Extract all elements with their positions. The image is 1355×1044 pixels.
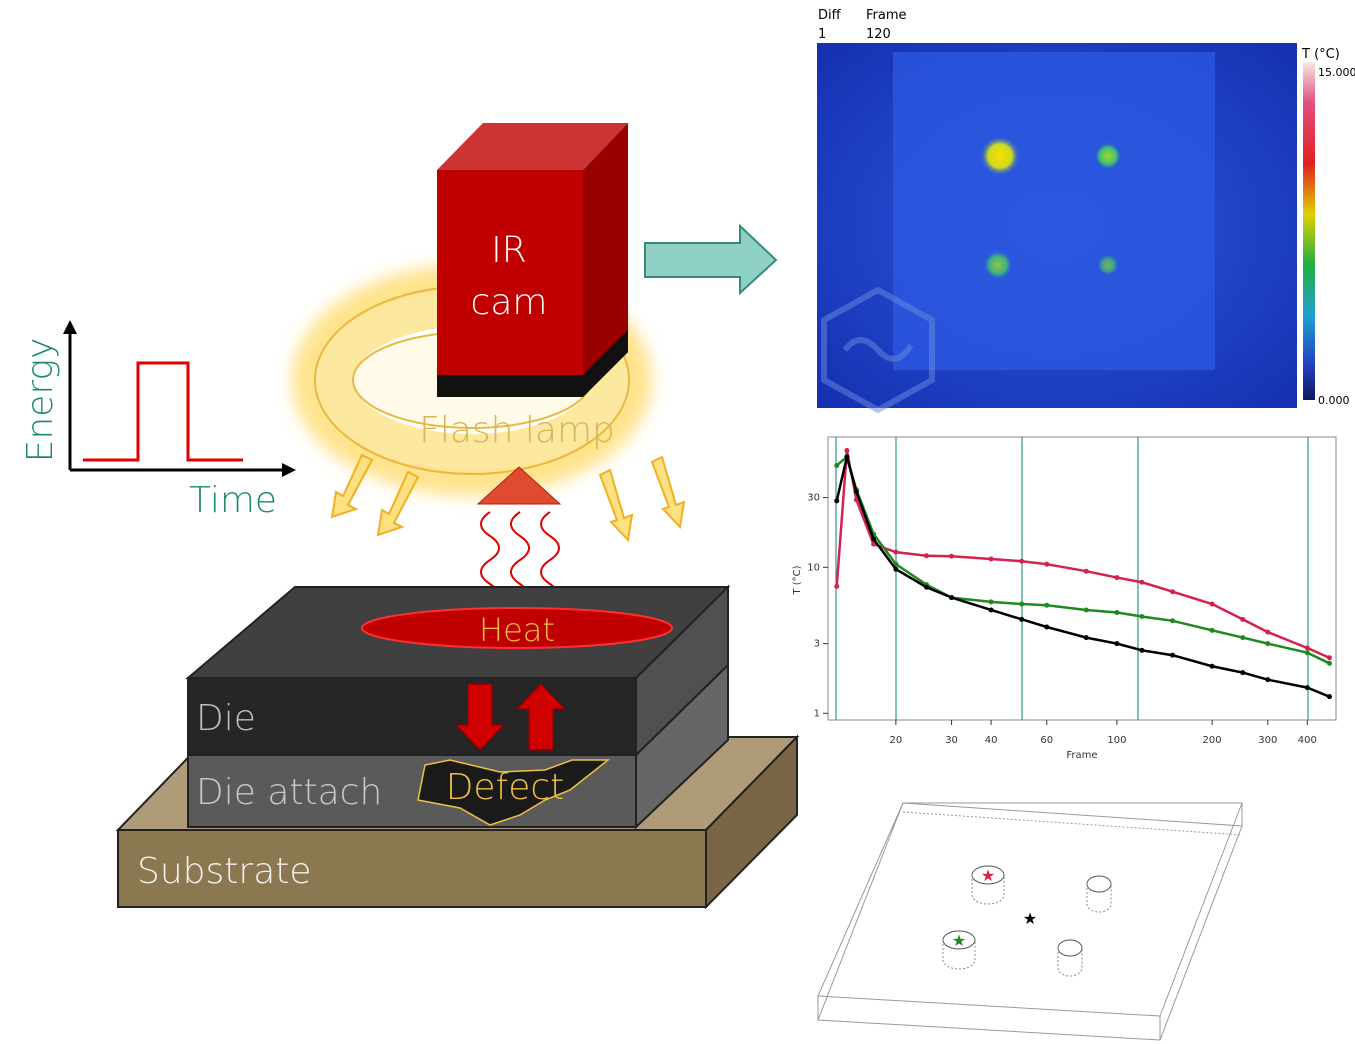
data-point bbox=[1114, 641, 1120, 647]
die-label: Die bbox=[196, 698, 256, 739]
camera-label: cam bbox=[471, 282, 548, 323]
data-point bbox=[1019, 616, 1025, 622]
defect-label: Defect bbox=[446, 767, 565, 808]
heat-spot bbox=[361, 607, 673, 649]
light-arrows bbox=[330, 453, 686, 543]
data-point bbox=[1114, 610, 1120, 616]
data-point bbox=[1326, 655, 1332, 661]
x-tick-label: 200 bbox=[1203, 735, 1222, 746]
frame-label: Frame bbox=[866, 8, 907, 23]
camera-label: IR bbox=[491, 230, 527, 271]
data-point bbox=[1265, 677, 1271, 683]
data-point bbox=[1326, 694, 1332, 700]
data-point bbox=[1240, 670, 1246, 676]
data-point bbox=[1304, 650, 1310, 656]
scale-min: 0.000 bbox=[1318, 394, 1350, 407]
y-axis-label: T (°C) bbox=[792, 565, 803, 595]
x-tick-label: 100 bbox=[1107, 735, 1126, 746]
frame-markers bbox=[835, 437, 1309, 720]
y-tick-label: 30 bbox=[807, 493, 820, 504]
data-point bbox=[1044, 561, 1050, 567]
defect bbox=[417, 759, 611, 826]
ir-camera bbox=[437, 123, 628, 397]
mode-value: 1 bbox=[818, 27, 826, 42]
data-point bbox=[924, 584, 930, 590]
data-point bbox=[924, 553, 930, 559]
x-tick-label: 30 bbox=[945, 735, 958, 746]
data-point bbox=[1304, 685, 1310, 691]
data-point bbox=[1240, 616, 1246, 622]
data-point bbox=[1265, 629, 1271, 635]
data-point bbox=[1139, 614, 1145, 620]
data-point bbox=[1083, 635, 1089, 641]
thermogram bbox=[817, 43, 1315, 414]
data-point bbox=[871, 536, 877, 542]
data-point bbox=[1326, 660, 1332, 666]
y-tick-label: 1 bbox=[814, 708, 820, 719]
data-point bbox=[1019, 558, 1025, 564]
down-arrow bbox=[454, 683, 506, 751]
output-arrow bbox=[644, 223, 778, 296]
scale-max: 15.000 bbox=[1318, 66, 1355, 79]
heat-label: Heat bbox=[479, 611, 555, 649]
data-point bbox=[1304, 645, 1310, 651]
data-point bbox=[834, 498, 840, 504]
data-point bbox=[1044, 602, 1050, 608]
die-attach-label: Die attach bbox=[196, 772, 382, 813]
data-point bbox=[893, 549, 899, 555]
data-point bbox=[1209, 601, 1215, 607]
data-point bbox=[988, 607, 994, 613]
data-point bbox=[844, 448, 850, 454]
y-tick-label: 3 bbox=[814, 639, 820, 650]
star: ★ bbox=[981, 866, 995, 885]
substrate-label: Substrate bbox=[137, 851, 312, 892]
data-point bbox=[1209, 663, 1215, 669]
data-point bbox=[871, 541, 877, 547]
pulse-graph bbox=[63, 320, 296, 477]
data-point bbox=[1170, 652, 1176, 658]
y-tick-label: 10 bbox=[807, 562, 820, 573]
data-point bbox=[1114, 575, 1120, 581]
x-tick-label: 20 bbox=[890, 735, 903, 746]
x-tick-label: 60 bbox=[1040, 735, 1053, 746]
data-point bbox=[1139, 579, 1145, 585]
data-point bbox=[1083, 607, 1089, 613]
star: ★ bbox=[1023, 909, 1037, 928]
star: ★ bbox=[952, 931, 966, 950]
time-label: Time bbox=[189, 480, 277, 521]
data-point bbox=[988, 599, 994, 605]
x-axis-label: Frame bbox=[1066, 750, 1097, 761]
lamp-label: Flash lamp bbox=[419, 410, 615, 451]
x-tick-label: 40 bbox=[985, 735, 998, 746]
data-point bbox=[1019, 601, 1025, 607]
sample-box bbox=[817, 802, 1243, 1041]
x-tick-label: 300 bbox=[1258, 735, 1277, 746]
data-point bbox=[1044, 624, 1050, 630]
energy-label: Energy bbox=[20, 338, 61, 463]
mode-label: Diff bbox=[818, 8, 842, 23]
scale-title: T (°C) bbox=[1301, 47, 1340, 62]
up-arrow bbox=[515, 683, 567, 751]
data-point bbox=[1240, 635, 1246, 641]
data-point bbox=[949, 553, 955, 559]
data-point bbox=[1139, 647, 1145, 653]
data-point bbox=[893, 566, 899, 572]
data-point bbox=[949, 595, 955, 601]
data-point bbox=[1083, 568, 1089, 574]
x-tick-label: 400 bbox=[1298, 735, 1317, 746]
frame-value: 120 bbox=[866, 27, 891, 42]
data-point bbox=[834, 583, 840, 589]
data-point bbox=[1170, 618, 1176, 624]
data-point bbox=[853, 489, 859, 495]
data-point bbox=[1265, 641, 1271, 647]
data-point bbox=[1170, 589, 1176, 595]
data-point bbox=[834, 462, 840, 468]
data-point bbox=[1209, 627, 1215, 633]
data-point bbox=[844, 454, 850, 460]
heat-arrow bbox=[476, 466, 562, 505]
data-point bbox=[988, 556, 994, 562]
